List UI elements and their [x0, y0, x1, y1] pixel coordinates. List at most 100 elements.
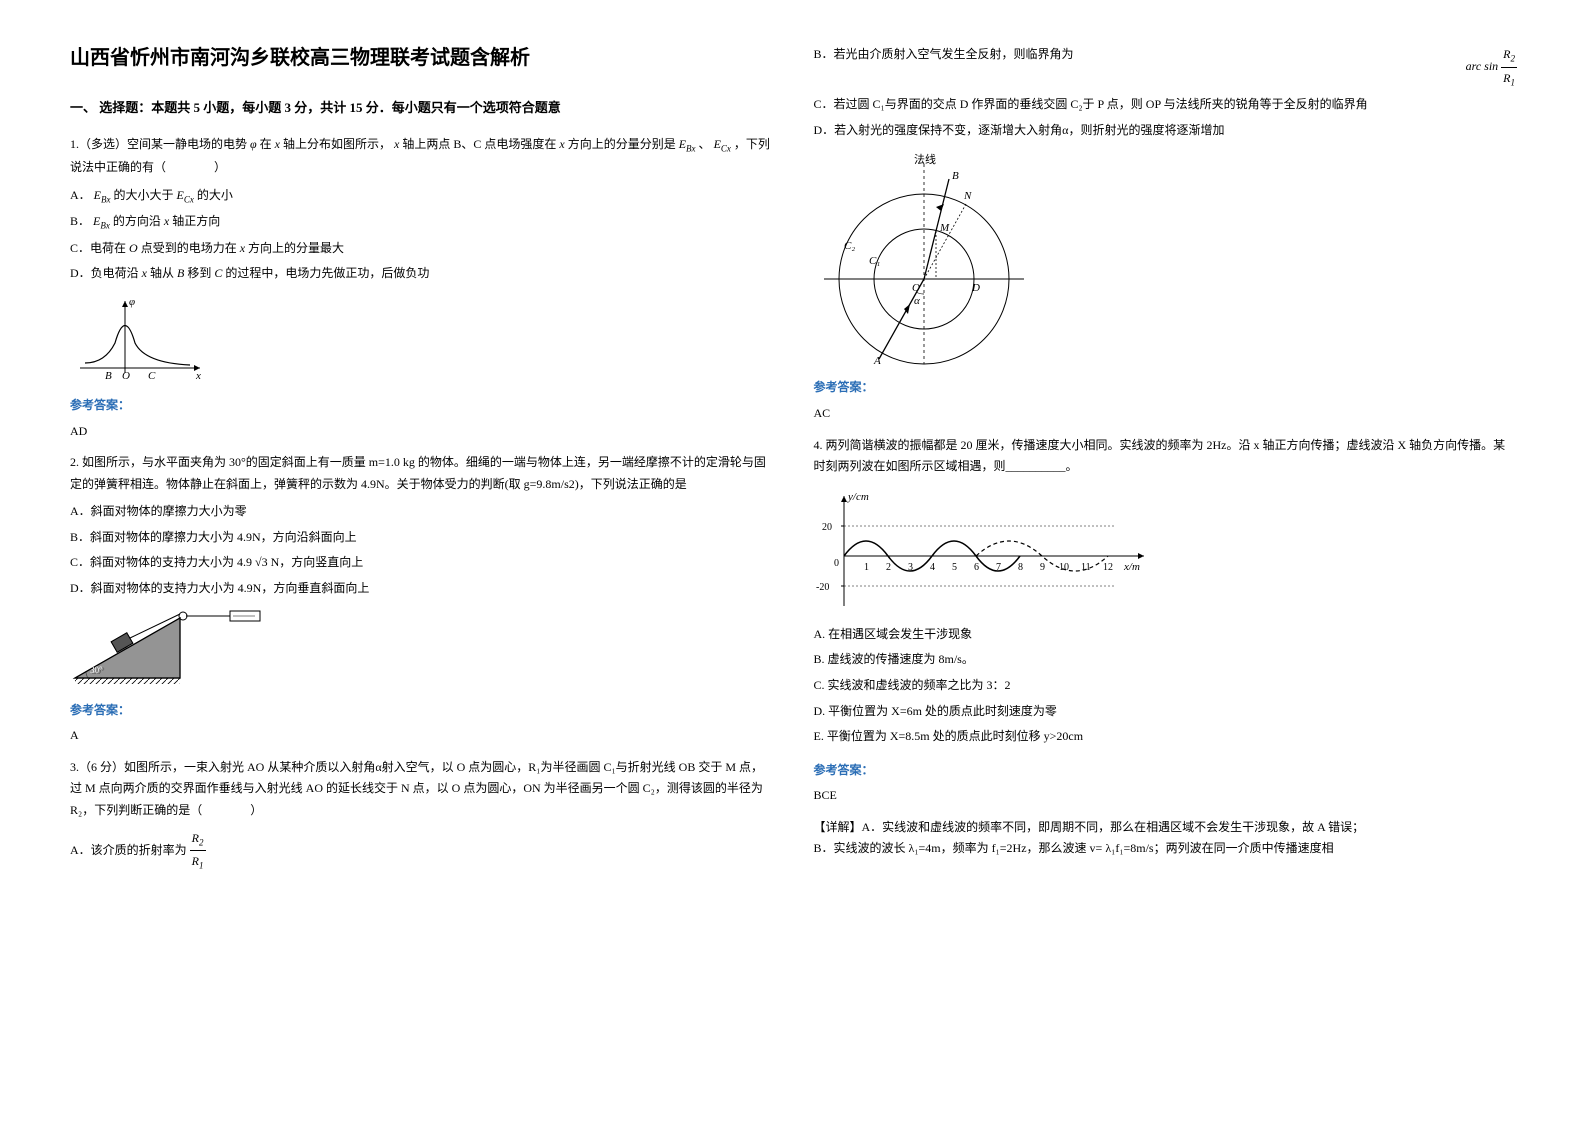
q4-fig-xlabel: x/m — [1123, 561, 1140, 573]
q1-optD-C: C — [214, 266, 222, 280]
q1-opt-d: D．负电荷沿 x 轴从 B 移到 C 的过程中，电场力先做正功，后做负功 — [70, 263, 774, 285]
q3-optB-frac: R2 R1 — [1501, 44, 1517, 90]
q4-fig-y20: 20 — [822, 522, 832, 533]
q3-opt-a: A．该介质的折射率为 R2 R1 — [70, 828, 774, 874]
q1-optA-b: 的大小大于 — [114, 188, 174, 202]
q2-svg: 30° 30° 30° — [70, 608, 270, 688]
q4-answer-label: 参考答案： — [814, 760, 1518, 782]
q3-fig-n: N — [963, 190, 972, 202]
question-1: 1.（多选）空间某一静电场的电势 φ 在 x 轴上分布如图所示， x 轴上两点 … — [70, 134, 774, 383]
q1-optD-c: 移到 — [187, 266, 211, 280]
q4-opt-b: B. 虚线波的传播速度为 8m/s。 — [814, 649, 1518, 671]
q3-figure: 法线 N B M C₂ C₁ O D α A — [814, 149, 1518, 369]
svg-text:12: 12 — [1103, 562, 1113, 573]
q1-optD-a: D．负电荷沿 — [70, 266, 139, 280]
svg-text:1: 1 — [864, 562, 869, 573]
q3-fig-normal: 法线 — [914, 152, 936, 166]
q1-intro-e: 方向上的分量分别是 — [568, 137, 676, 151]
q1-optD-b: 轴从 — [150, 266, 174, 280]
q3-optB-a: B．若光由介质射入空气发生全反射，则临界角为 — [814, 47, 1074, 61]
q1-opt-b: B． EBx 的方向沿 x 轴正方向 — [70, 211, 774, 234]
q1-answer-label: 参考答案： — [70, 395, 774, 417]
q1-intro-b: 在 — [260, 137, 272, 151]
q1-x1: x — [275, 137, 280, 151]
q2-answer-label: 参考答案： — [70, 700, 774, 722]
q4-svg: y/cm x/m 20 -20 0 123 456 789 101112 — [814, 486, 1154, 616]
q3-answer-label: 参考答案： — [814, 377, 1518, 399]
q1-figure: φ B O C x — [70, 293, 774, 383]
q1-fig-b: B — [105, 370, 112, 382]
q1-optA-ebx: EBx — [94, 188, 111, 202]
q2-figure: 30° 30° 30° — [70, 608, 774, 688]
q2-intro: 2. 如图所示，与水平面夹角为 30°的固定斜面上有一质量 m=1.0 kg 的… — [70, 452, 774, 495]
q4-opt-c: C. 实线波和虚线波的频率之比为 3：2 — [814, 675, 1518, 697]
svg-text:5: 5 — [952, 562, 957, 573]
q4-intro: 4. 两列简谐横波的振幅都是 20 厘米，传播速度大小相同。实线波的频率为 2H… — [814, 435, 1518, 478]
q1-optD-B: B — [177, 266, 184, 280]
q4-opt-a: A. 在相遇区域会发生干涉现象 — [814, 624, 1518, 646]
q1-optC-o: O — [129, 241, 138, 255]
q2-answer: A — [70, 725, 774, 747]
q4-fig-ylabel: y/cm — [847, 491, 869, 503]
svg-text:8: 8 — [1018, 562, 1023, 573]
q1-optC-x: x — [240, 241, 245, 255]
q2-opt-d: D．斜面对物体的支持力大小为 4.9N，方向垂直斜面向上 — [70, 578, 774, 600]
q3-opt-d: D．若入射光的强度保持不变，逐渐增大入射角α，则折射光的强度将逐渐增加 — [814, 120, 1518, 142]
q1-optB-a: B． — [70, 214, 90, 228]
right-column: arc sin R2 R1 B．若光由介质射入空气发生全反射，则临界角为 C．若… — [794, 40, 1538, 1082]
q2-opt-a: A．斜面对物体的摩擦力大小为零 — [70, 501, 774, 523]
q3-optA-frac: R2 R1 — [190, 828, 206, 874]
q4-detail-a: 【详解】A．实线波和虚线波的频率不同，即周期不同，那么在相遇区域不会发生干涉现象… — [814, 817, 1518, 839]
svg-text:9: 9 — [1040, 562, 1045, 573]
q4-opt-d: D. 平衡位置为 X=6m 处的质点此时刻速度为零 — [814, 701, 1518, 723]
left-column: 山西省忻州市南河沟乡联校高三物理联考试题含解析 一、 选择题：本题共 5 小题，… — [50, 40, 794, 1082]
q3-answer: AC — [814, 403, 1518, 425]
q1-ebx: EBx — [679, 137, 696, 151]
q4-answer: BCE — [814, 785, 1518, 807]
q1-x2: x — [394, 137, 399, 151]
q1-x3: x — [559, 137, 564, 151]
q1-answer: AD — [70, 421, 774, 443]
q1-opt-a: A． EBx 的大小大于 ECx 的大小 — [70, 185, 774, 208]
q1-fig-c: C — [148, 370, 156, 382]
svg-text:10: 10 — [1059, 562, 1069, 573]
q1-optD-x: x — [142, 266, 147, 280]
q3-fig-a: A — [873, 355, 881, 367]
q1-ecx: ECx — [714, 137, 731, 151]
svg-text:2: 2 — [886, 562, 891, 573]
q1-optC-c: 方向上的分量最大 — [248, 241, 344, 255]
q1-fig-phi: φ — [129, 296, 135, 308]
q1-optB-b: 的方向沿 — [113, 214, 161, 228]
svg-text:4: 4 — [930, 562, 935, 573]
q1-optA-c: 的大小 — [197, 188, 233, 202]
q3-fig-m: M — [939, 222, 950, 234]
q3-optA-a: A．该介质的折射率为 — [70, 842, 187, 856]
q3-fig-alpha: α — [914, 295, 920, 307]
q1-optC-a: C．电荷在 — [70, 241, 126, 255]
q4-fig-yn20: -20 — [816, 582, 829, 593]
q1-optA-a: A． — [70, 188, 91, 202]
q3-fig-c2: C₂ — [844, 240, 855, 252]
q1-intro: 1.（多选）空间某一静电场的电势 φ 在 x 轴上分布如图所示， x 轴上两点 … — [70, 134, 774, 178]
q2-optC-a: C．斜面对物体的支持力大小为 4.9 — [70, 555, 252, 569]
section-1-header: 一、 选择题：本题共 5 小题，每小题 3 分，共计 15 分．每小题只有一个选… — [70, 96, 774, 119]
question-4: 4. 两列简谐横波的振幅都是 20 厘米，传播速度大小相同。实线波的频率为 2H… — [814, 435, 1518, 748]
q2-opt-c: C．斜面对物体的支持力大小为 4.9 √3 N，方向竖直向上 — [70, 552, 774, 574]
q4-opt-e: E. 平衡位置为 X=8.5m 处的质点此时刻位移 y>20cm — [814, 726, 1518, 748]
q3-intro: 3.（6 分）如图所示，一束入射光 AO 从某种介质以入射角α射入空气，以 O … — [70, 757, 774, 822]
q3-opt-c: C．若过圆 C₁与界面的交点 D 作界面的垂线交圆 C₂于 P 点，则 OP 与… — [814, 94, 1518, 116]
question-2: 2. 如图所示，与水平面夹角为 30°的固定斜面上有一质量 m=1.0 kg 的… — [70, 452, 774, 688]
q3-arcsin: arc sin — [1466, 59, 1499, 73]
q1-svg: φ B O C x — [70, 293, 210, 383]
q1-intro-c: 轴上分布如图所示， — [283, 137, 391, 151]
svg-text:11: 11 — [1081, 562, 1091, 573]
q4-figure: y/cm x/m 20 -20 0 123 456 789 101112 — [814, 486, 1518, 616]
question-3: 3.（6 分）如图所示，一束入射光 AO 从某种介质以入射角α射入空气，以 O … — [70, 757, 774, 874]
q1-optB-x: x — [164, 214, 169, 228]
q4-detail-b: B．实线波的波长 λ₁=4m，频率为 f₁=2Hz，那么波速 v= λ₁f₁=8… — [814, 838, 1518, 860]
q1-optB-c: 轴正方向 — [172, 214, 220, 228]
q2-fig-angle-overlay: 30° — [90, 665, 103, 675]
q1-optB-ebx: EBx — [93, 214, 110, 228]
page-title: 山西省忻州市南河沟乡联校高三物理联考试题含解析 — [70, 40, 774, 76]
q1-optD-d: 的过程中，电场力先做正功，后做负功 — [225, 266, 429, 280]
